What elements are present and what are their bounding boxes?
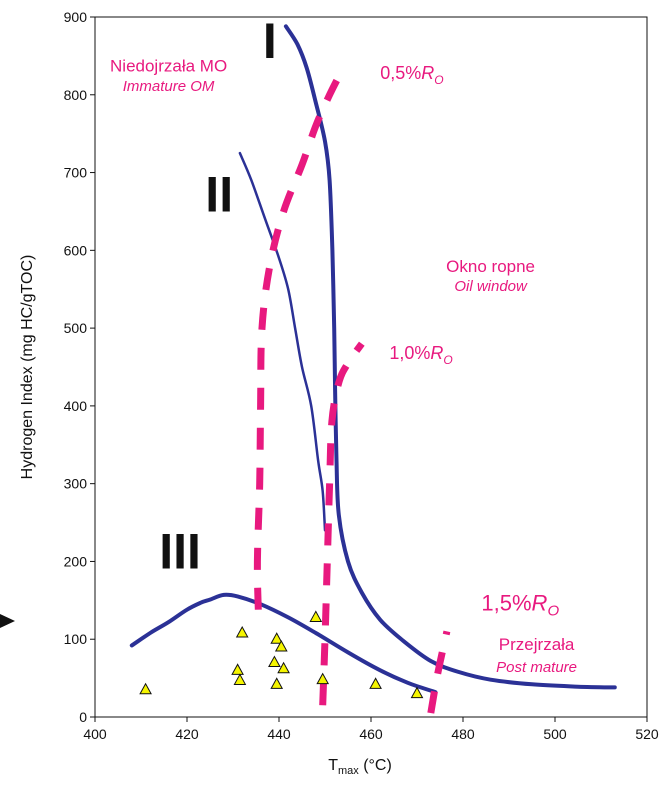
x-axis-label: Tmax (°C) bbox=[328, 757, 392, 777]
ro-line-0 bbox=[253, 66, 347, 610]
series-line-kerogen-i bbox=[283, 24, 617, 690]
sample-point bbox=[369, 677, 382, 689]
x-tick-label: 520 bbox=[635, 726, 659, 742]
sample-point bbox=[277, 661, 290, 674]
sample-point bbox=[268, 655, 281, 668]
y-tick-label: 600 bbox=[64, 242, 88, 258]
ro-label-value: 1,5% bbox=[481, 590, 531, 615]
sample-point bbox=[309, 610, 323, 622]
series-line-kerogen-ii bbox=[238, 151, 327, 532]
x-axis-label-sub: max bbox=[338, 765, 359, 777]
zone-annotation: Oil window bbox=[454, 278, 528, 295]
sample-point bbox=[231, 663, 244, 675]
x-tick-label: 480 bbox=[451, 726, 475, 742]
y-tick-label: 800 bbox=[64, 87, 88, 103]
ro-line-label: 1,0%RO bbox=[389, 343, 452, 367]
sample-point bbox=[270, 632, 284, 644]
ro-label-r: R bbox=[532, 590, 548, 615]
zone-annotation: Post mature bbox=[496, 659, 577, 676]
ro-label-r: R bbox=[421, 63, 434, 83]
zone-annotation: Okno ropne bbox=[446, 257, 535, 276]
sample-points bbox=[139, 610, 424, 699]
series-line-kerogen-iii bbox=[129, 592, 438, 695]
y-tick-label: 700 bbox=[64, 165, 88, 181]
plot-border bbox=[94, 16, 648, 718]
y-axis: 0 100 200 300 400 500 600 700 800 900 bbox=[64, 9, 95, 725]
kerogen-type-label: II bbox=[205, 166, 233, 222]
sample-point bbox=[274, 639, 288, 652]
x-tick-label: 500 bbox=[543, 726, 567, 742]
x-axis-label-unit: (°C) bbox=[359, 757, 392, 774]
ro-label-sub: O bbox=[547, 602, 559, 619]
ro-line-label: 0,5%RO bbox=[380, 63, 443, 87]
y-tick-label: 900 bbox=[64, 9, 88, 25]
kerogen-type-label: III bbox=[159, 523, 201, 579]
sample-point bbox=[270, 677, 284, 689]
zone-annotation: Przejrzała bbox=[499, 635, 575, 654]
ro-line-label: 1,5%RO bbox=[481, 590, 559, 619]
ro-label-value: 1,0% bbox=[389, 343, 430, 363]
ro-label-value: 0,5% bbox=[380, 63, 421, 83]
sample-point bbox=[235, 625, 249, 638]
x-tick-label: 400 bbox=[83, 726, 107, 742]
sample-point bbox=[316, 672, 330, 685]
ro-line-2 bbox=[427, 630, 451, 714]
ro-line-1 bbox=[319, 341, 365, 706]
x-axis-label-main: T bbox=[328, 757, 338, 774]
plot-frame bbox=[94, 16, 648, 718]
ro-label-sub: O bbox=[434, 73, 443, 87]
kerogen-type-label: I bbox=[263, 13, 277, 69]
x-axis: 400 420 440 460 480 500 520 bbox=[83, 717, 659, 742]
ro-label-sub: O bbox=[443, 353, 452, 367]
arrow-icon bbox=[0, 614, 15, 628]
x-tick-label: 420 bbox=[175, 726, 199, 742]
ro-lines: 0,5%RO1,0%RO1,5%RO bbox=[253, 63, 559, 714]
sample-point bbox=[410, 686, 424, 699]
zone-annotations: Niedojrzała MO Immature OM Okno ropne Oil w… bbox=[110, 13, 577, 676]
kerogen-series bbox=[129, 24, 617, 695]
y-tick-label: 500 bbox=[64, 320, 88, 336]
y-tick-label: 100 bbox=[64, 631, 88, 647]
zone-annotation: Niedojrzała MO bbox=[110, 56, 227, 75]
x-tick-label: 460 bbox=[359, 726, 383, 742]
sample-point bbox=[233, 673, 247, 685]
y-tick-label: 400 bbox=[64, 398, 88, 414]
y-tick-label: 200 bbox=[64, 553, 88, 569]
ro-label-r: R bbox=[430, 343, 443, 363]
sample-point bbox=[139, 682, 152, 695]
y-tick-label: 0 bbox=[79, 709, 87, 725]
x-tick-label: 440 bbox=[267, 726, 291, 742]
y-tick-label: 300 bbox=[64, 476, 88, 492]
y-axis-label: Hydrogen Index (mg HC/gTOC) bbox=[19, 255, 36, 480]
zone-annotation: Immature OM bbox=[123, 78, 215, 95]
